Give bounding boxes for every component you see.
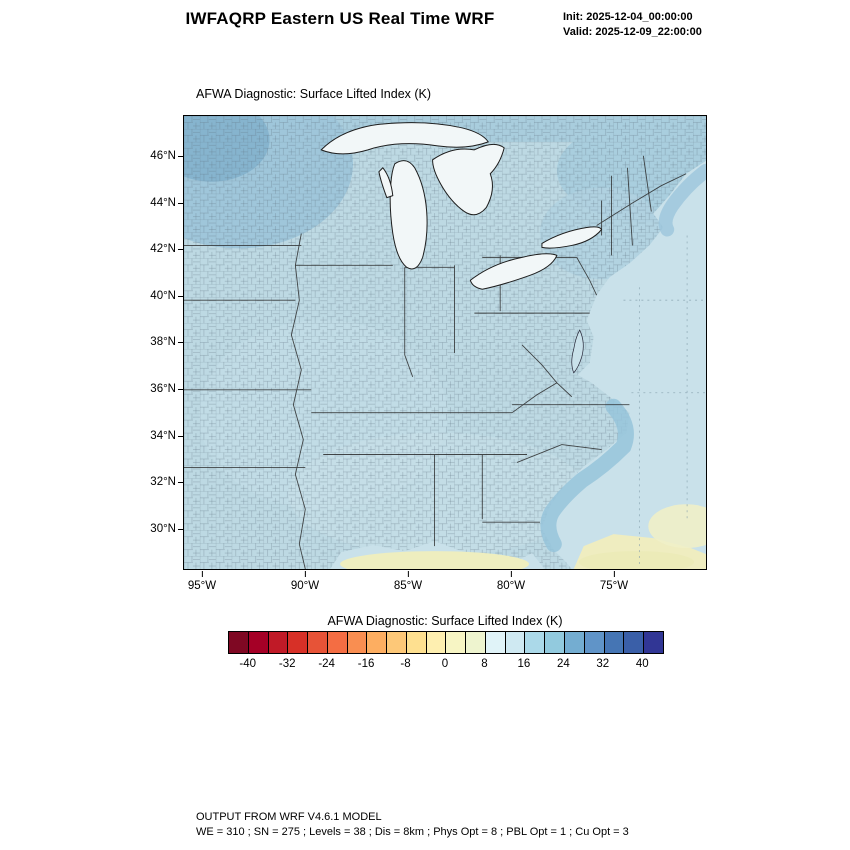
plot-title: AFWA Diagnostic: Surface Lifted Index (K… xyxy=(196,87,432,101)
lake-erie xyxy=(469,253,558,290)
footer-model-line: OUTPUT FROM WRF V4.6.1 MODEL xyxy=(196,811,382,823)
colorbar-segment xyxy=(367,632,388,653)
colorbar-segment xyxy=(466,632,486,653)
colorbar-segment xyxy=(584,632,605,653)
y-tick-label: 44°N xyxy=(150,196,183,209)
warm-water-patches xyxy=(340,504,706,569)
colorbar-tick-label: 0 xyxy=(441,658,449,670)
colorbar-segment xyxy=(545,632,566,653)
valid-time: Valid: 2025-12-09_22:00:00 xyxy=(563,25,702,38)
colorbar-segment xyxy=(485,632,506,653)
state-borders xyxy=(184,155,687,569)
lake-huron xyxy=(432,143,505,216)
lake-ontario xyxy=(541,226,603,249)
colorbar-segment xyxy=(327,632,348,653)
run-info: Init: 2025-12-04_00:00:00 Valid: 2025-12… xyxy=(563,10,702,39)
colorbar-segment xyxy=(644,632,663,653)
colorbar-segment xyxy=(308,632,328,653)
x-tick-label: 85°W xyxy=(393,571,423,592)
colorbar-segment xyxy=(624,632,645,653)
map-canvas xyxy=(184,116,706,569)
x-tick-label: 80°W xyxy=(496,571,526,592)
y-tick-label: 30°N xyxy=(150,522,183,535)
colorbar-tick-label: -16 xyxy=(357,658,375,670)
green-bay xyxy=(378,167,394,199)
great-lakes xyxy=(320,122,603,290)
colorbar-segment xyxy=(604,632,625,653)
colorbar-segment xyxy=(505,632,526,653)
colorbar-tick-label: -24 xyxy=(318,658,335,670)
colorbar-tick-label: 32 xyxy=(596,658,610,670)
y-tick-label: 34°N xyxy=(150,429,183,442)
lake-superior xyxy=(320,122,490,155)
chesapeake-bay xyxy=(571,329,584,374)
colorbar-segment xyxy=(288,632,309,653)
colorbar-tick-label: 40 xyxy=(635,658,649,670)
init-time: Init: 2025-12-04_00:00:00 xyxy=(563,11,693,23)
colorbar-tick-label: -40 xyxy=(239,658,257,670)
y-tick-label: 46°N xyxy=(150,150,183,162)
colorbar-ticks: -40 -32 -24 -16 -8 0 8 16 24 32 40 xyxy=(228,658,662,674)
colorbar-segment xyxy=(426,632,447,653)
colorbar-tick-label: 16 xyxy=(517,658,531,670)
coastal-blue-bands xyxy=(540,163,706,553)
x-tick-label: 95°W xyxy=(187,571,217,592)
colorbar-segment xyxy=(248,632,269,653)
colorbar-tick-label: 8 xyxy=(481,658,488,670)
y-tick-label: 40°N xyxy=(150,289,183,302)
colorbar xyxy=(228,631,664,654)
x-tick-label: 90°W xyxy=(290,571,320,592)
footer: OUTPUT FROM WRF V4.6.1 MODEL WE = 310 ; … xyxy=(196,810,629,841)
x-axis-ticks: 95°W 90°W 85°W 80°W 75°W xyxy=(183,570,707,596)
y-tick-label: 38°N xyxy=(150,336,183,349)
colorbar-segment xyxy=(387,632,407,653)
x-tick-label: 75°W xyxy=(599,571,629,592)
colorbar-tick-label: -32 xyxy=(278,658,296,670)
y-tick-label: 42°N xyxy=(150,243,183,256)
colorbar-segment xyxy=(446,632,467,653)
atlantic-ocean xyxy=(541,160,706,569)
colorbar-segment xyxy=(565,632,585,653)
page-title: IWFAQRP Eastern US Real Time WRF xyxy=(185,9,495,28)
colorbar-segments xyxy=(229,632,663,653)
colorbar-tick-label: -8 xyxy=(400,658,411,670)
map-frame xyxy=(183,115,707,570)
y-tick-label: 32°N xyxy=(150,476,183,489)
colorbar-segment xyxy=(347,632,368,653)
colorbar-title: AFWA Diagnostic: Surface Lifted Index (K… xyxy=(327,614,563,628)
colorbar-segment xyxy=(268,632,289,653)
colorbar-tick-label: 24 xyxy=(556,658,570,670)
y-axis-ticks: 46°N 44°N 42°N 40°N 38°N 36°N 34°N 32°N 30°N xyxy=(0,115,183,570)
colorbar-segment xyxy=(406,632,427,653)
graticule xyxy=(623,235,706,567)
footer-config-line: WE = 310 ; SN = 275 ; Levels = 38 ; Dis … xyxy=(196,826,629,839)
colorbar-segment xyxy=(229,632,249,653)
colorbar-segment xyxy=(525,632,546,653)
y-tick-label: 36°N xyxy=(150,383,183,395)
